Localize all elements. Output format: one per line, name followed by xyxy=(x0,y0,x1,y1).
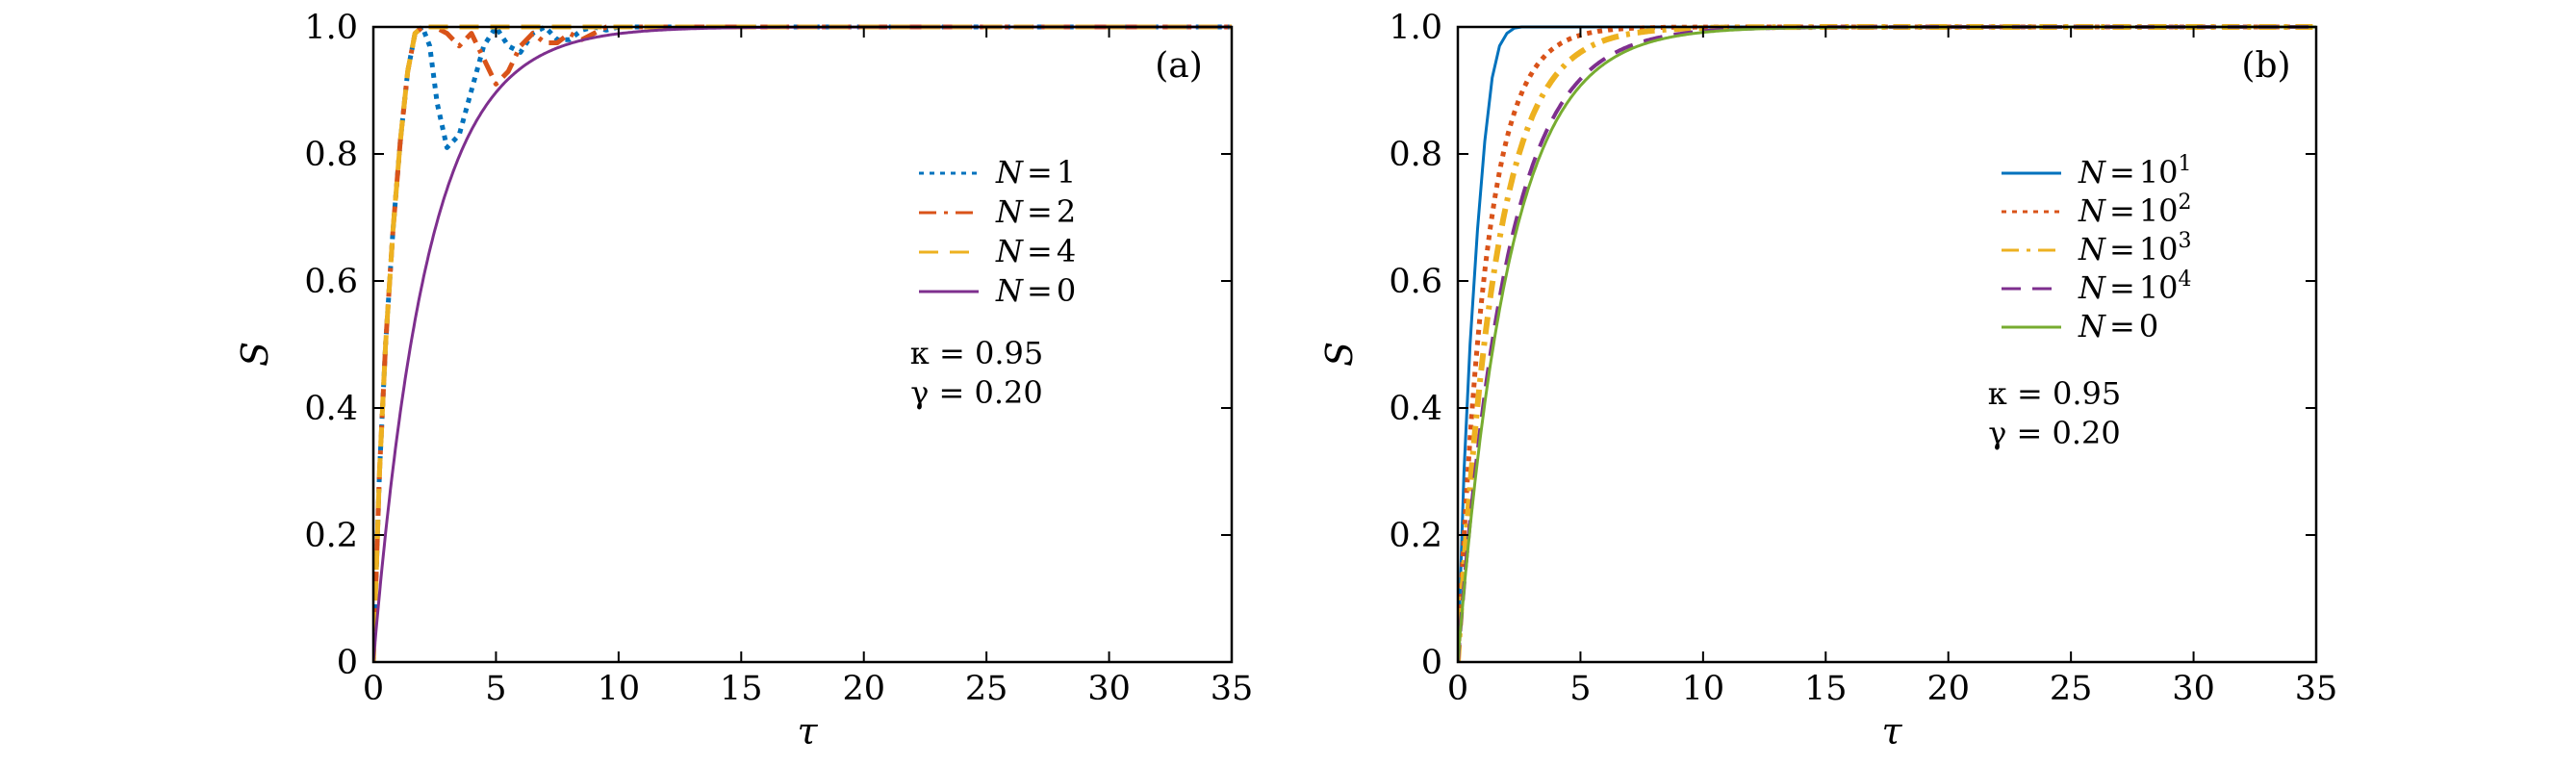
legend-eq: = xyxy=(1027,193,1053,230)
parameter-label: κ = 0.95 xyxy=(910,335,1043,371)
legend-eq: = xyxy=(1027,233,1053,269)
series-line-4 xyxy=(1458,25,2316,662)
legend-entry: N = 101 xyxy=(2078,152,2192,191)
x-tick-label: 20 xyxy=(842,670,885,708)
series-line-3 xyxy=(1458,24,2316,662)
series-line-5 xyxy=(1458,25,2316,662)
legend-exponent: 3 xyxy=(2179,229,2192,253)
legend-entry: N = 104 xyxy=(2078,268,2192,306)
plot-frame xyxy=(371,25,1234,664)
legend-value: 10 xyxy=(2139,231,2179,268)
legend-eq: = xyxy=(2109,308,2135,344)
x-tick-label: 25 xyxy=(965,670,1008,708)
legend-eq: = xyxy=(2109,231,2135,268)
y-tick-label: 0.4 xyxy=(304,390,358,428)
y-tick-label: 1.0 xyxy=(304,9,358,47)
legend-var: N xyxy=(995,193,1024,230)
x-tick-label: 30 xyxy=(1087,670,1131,708)
legend-var: N xyxy=(995,154,1024,191)
x-tick-label: 15 xyxy=(720,670,763,708)
x-tick-label: 20 xyxy=(1926,670,1970,708)
series-line-2 xyxy=(1458,24,2316,662)
y-axis-label: S xyxy=(234,342,276,367)
x-tick-label: 10 xyxy=(598,670,641,708)
legend-var: N xyxy=(2078,154,2106,191)
legend: N = 1N = 2N = 4N = 0 xyxy=(919,154,1076,309)
legend-var: N xyxy=(2078,269,2106,306)
series-line-4 xyxy=(373,25,1232,662)
legend-var: N xyxy=(995,272,1024,309)
y-tick-label: 0.8 xyxy=(1389,136,1442,174)
series-line-2 xyxy=(373,24,1232,662)
series-group xyxy=(373,24,1232,662)
y-tick-label: 0.6 xyxy=(1389,263,1442,301)
y-tick-label: 0 xyxy=(337,644,358,682)
legend-var: N xyxy=(2078,231,2106,268)
legend-value: 4 xyxy=(1057,233,1076,269)
parameter-label: γ = 0.20 xyxy=(910,374,1043,411)
legend-eq: = xyxy=(2109,269,2135,306)
legend-entry: N = 1 xyxy=(995,154,1076,191)
legend-value: 10 xyxy=(2139,192,2179,229)
series-group xyxy=(1458,24,2316,662)
legend-exponent: 1 xyxy=(2179,152,2192,176)
y-tick-label: 0 xyxy=(1421,644,1442,682)
y-tick-label: 0.6 xyxy=(304,263,358,301)
y-tick-label: 0.4 xyxy=(1389,390,1442,428)
series-line-1 xyxy=(373,24,1232,662)
legend-var: N xyxy=(2078,308,2106,344)
x-tick-label: 35 xyxy=(2295,670,2338,708)
legend-value: 1 xyxy=(1057,154,1076,191)
panel-label: (b) xyxy=(2241,46,2290,86)
legend-entry: N = 102 xyxy=(2078,191,2192,229)
y-tick-label: 0.2 xyxy=(304,517,358,555)
x-tick-label: 0 xyxy=(363,670,384,708)
panel-label: (a) xyxy=(1155,46,1203,86)
legend-eq: = xyxy=(1027,272,1053,309)
legend-var: N xyxy=(2078,192,2106,229)
legend-value: 0 xyxy=(2139,308,2158,344)
legend-value: 0 xyxy=(1057,272,1076,309)
series-line-1 xyxy=(1458,25,2316,662)
plot-frame xyxy=(1456,25,2318,664)
y-tick-label: 0.8 xyxy=(304,136,358,174)
legend-value: 10 xyxy=(2139,269,2179,306)
x-tick-label: 5 xyxy=(485,670,506,708)
x-tick-label: 15 xyxy=(1804,670,1848,708)
x-tick-label: 0 xyxy=(1447,670,1468,708)
x-axis-label: τ xyxy=(797,710,818,752)
series-line-3 xyxy=(373,24,1232,662)
legend-entry: N = 0 xyxy=(995,272,1076,309)
legend-eq: = xyxy=(2109,192,2135,229)
y-tick-label: 1.0 xyxy=(1389,9,1442,47)
legend-entry: N = 4 xyxy=(995,233,1076,269)
legend-value: 2 xyxy=(1057,193,1076,230)
legend-eq: = xyxy=(1027,154,1053,191)
legend-entry: N = 2 xyxy=(995,193,1076,230)
x-tick-label: 35 xyxy=(1211,670,1254,708)
legend-entry: N = 103 xyxy=(2078,229,2192,268)
x-axis-label: τ xyxy=(1881,710,1902,752)
legend-value: 10 xyxy=(2139,154,2179,191)
legend-eq: = xyxy=(2109,154,2135,191)
x-tick-label: 25 xyxy=(2050,670,2093,708)
x-tick-label: 10 xyxy=(1682,670,1725,708)
y-axis-label: S xyxy=(1318,342,1361,367)
x-tick-label: 5 xyxy=(1569,670,1591,708)
y-tick-label: 0.2 xyxy=(1389,517,1442,555)
legend-exponent: 2 xyxy=(2179,191,2192,215)
x-tick-label: 30 xyxy=(2172,670,2215,708)
legend-entry: N = 0 xyxy=(2078,308,2158,344)
parameter-label: γ = 0.20 xyxy=(1988,415,2121,451)
legend-var: N xyxy=(995,233,1024,269)
legend-exponent: 4 xyxy=(2179,268,2192,292)
parameter-label: κ = 0.95 xyxy=(1988,375,2121,412)
